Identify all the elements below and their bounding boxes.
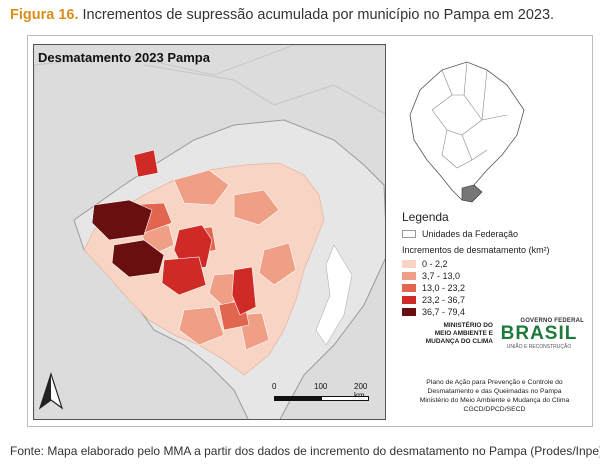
legend-class-row: 0 - 2,2 (402, 258, 587, 270)
legend: Legenda Unidades da Federação Incremento… (402, 210, 587, 318)
brazil-inset-map (409, 61, 525, 203)
scale-bar: 0 100 200 km (268, 382, 376, 412)
legend-swatch (402, 230, 416, 238)
legend-title: Legenda (402, 210, 449, 224)
legend-swatch (402, 260, 416, 268)
ministry-line: MUDANÇA DO CLIMA (425, 338, 493, 345)
credit-line: Ministério do Meio Ambiente e Mudança do… (419, 397, 570, 404)
municipality-class2 (178, 306, 225, 346)
scale-tick: 0 (272, 382, 277, 391)
legend-label: Unidades da Federação (422, 229, 519, 239)
map-credits: Plano de Ação para Prevenção e Controle … (402, 378, 587, 414)
legend-class-row: 36,7 - 79,4 (402, 306, 587, 318)
scale-segment-light (321, 396, 369, 401)
legend-class-label: 23,2 - 36,7 (422, 295, 466, 305)
legend-classes: 0 - 2,2 3,7 - 13,0 13,0 - 23,2 23,2 - 36,7 3… (402, 258, 587, 318)
gov-word-text: BRASIL (500, 323, 578, 344)
legend-swatch (402, 308, 416, 316)
credit-line: Desmatamento e das Queimadas no Pampa (427, 388, 562, 395)
municipality-class4 (133, 149, 159, 178)
state-borders (431, 61, 508, 169)
gov-label: GOVERNO FEDERAL (520, 318, 584, 324)
figure-caption: Fonte: Mapa elaborado pelo MMA a partir … (10, 444, 600, 458)
ministry-line: MINISTÉRIO DO (443, 322, 493, 329)
figure-title: Figura 16. Incrementos de supressão acum… (10, 6, 595, 24)
neighbour-border (143, 64, 385, 115)
legend-class-label: 0 - 2,2 (422, 259, 448, 269)
coastal-lagoon (315, 244, 353, 346)
gov-sub: UNIÃO E RECONSTRUÇÃO (506, 344, 572, 350)
main-map: Desmatamento 2023 Pampa (33, 44, 386, 420)
ministry-logo-text: MINISTÉRIO DO MEIO AMBIENTE E MUDANÇA DO… (403, 322, 493, 346)
scale-tick: 200 km (354, 382, 368, 400)
credit-line: CGCD/DPCD/SECD (463, 406, 526, 413)
ministry-line: MEIO AMBIENTE E (434, 330, 493, 337)
figure-title-text: Incrementos de supressão acumulada por m… (82, 7, 555, 23)
scale-tick: 100 (314, 382, 328, 391)
municipality-class2 (173, 169, 230, 206)
legend-swatch (402, 272, 416, 280)
legend-subtitle: Incrementos de desmatamento (km²) (402, 245, 550, 255)
legend-federation-units: Unidades da Federação (402, 228, 587, 240)
legend-class-label: 36,7 - 79,4 (422, 307, 466, 317)
legend-swatch (402, 296, 416, 304)
credit-line: Plano de Ação para Prevenção e Controle … (426, 379, 563, 386)
legend-class-label: 13,0 - 23,2 (422, 283, 466, 293)
legend-swatch (402, 284, 416, 292)
figure-label: Figura 16. (10, 7, 79, 23)
legend-class-row: 23,2 - 36,7 (402, 294, 587, 306)
gov-word: BRASIL (494, 324, 584, 344)
municipality-class2 (233, 189, 280, 226)
map-title: Desmatamento 2023 Pampa (38, 50, 210, 65)
north-arrow-icon (38, 372, 64, 410)
government-logo: GOVERNO FEDERAL BRASIL UNIÃO E RECONSTRU… (494, 318, 584, 358)
scale-segment-dark (274, 396, 322, 401)
municipality-class2 (258, 242, 297, 286)
municipality-class4 (161, 256, 207, 296)
municipality-class5 (91, 199, 153, 241)
main-map-svg (34, 45, 385, 419)
legend-class-row: 13,0 - 23,2 (402, 282, 587, 294)
legend-class-label: 3,7 - 13,0 (422, 271, 461, 281)
municipality-class4 (231, 266, 257, 316)
legend-class-row: 3,7 - 13,0 (402, 270, 587, 282)
pampa-highlight (461, 184, 483, 203)
municipality-class5 (111, 239, 165, 278)
